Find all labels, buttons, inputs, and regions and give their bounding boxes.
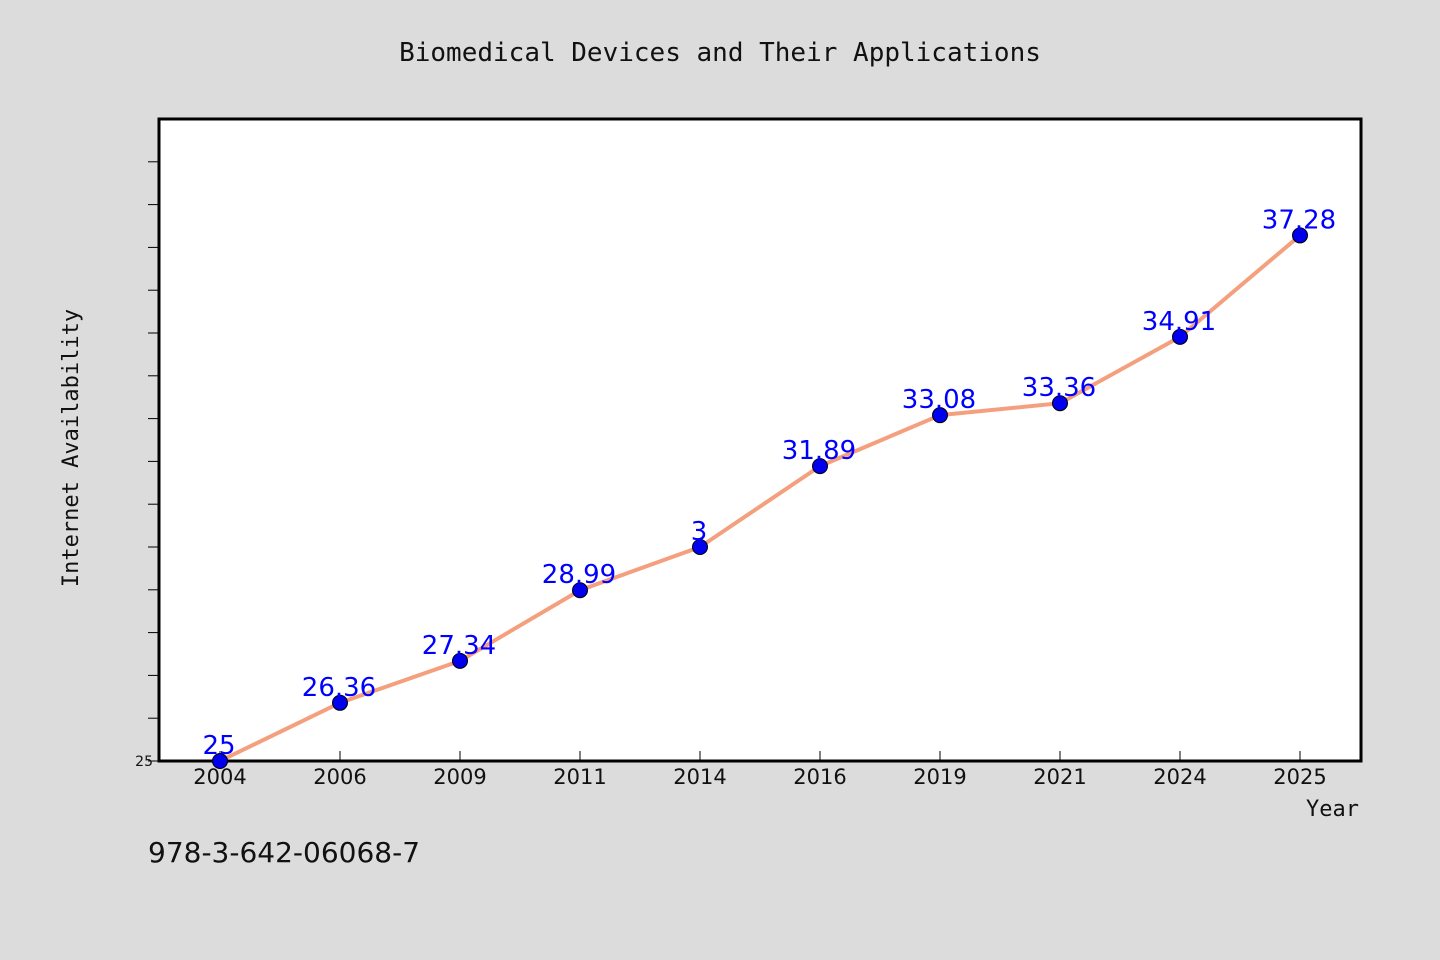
x-tick-label: 2014	[673, 765, 726, 789]
x-tick-label: 2019	[913, 765, 966, 789]
data-point	[1172, 328, 1188, 345]
y-tick-label: 25	[135, 754, 153, 770]
data-label: 3	[691, 517, 708, 547]
x-tick-label: 2021	[1033, 765, 1086, 789]
x-tick-label: 2024	[1153, 765, 1206, 789]
x-tick-label: 2009	[433, 765, 486, 789]
data-label: 26.36	[302, 673, 376, 703]
data-point	[212, 753, 228, 769]
data-point	[332, 694, 348, 711]
x-tick-label: 2011	[553, 765, 606, 789]
data-point	[812, 458, 828, 475]
footer-code: 978-3-642-06068-7	[148, 836, 420, 869]
data-label: 37.28	[1262, 205, 1336, 235]
plot-area	[157, 117, 1363, 763]
x-tick-label: 2025	[1273, 765, 1326, 789]
series-line	[219, 233, 1302, 763]
x-tick-label: 2016	[793, 765, 846, 789]
data-label: 33.36	[1022, 373, 1096, 403]
data-label: 25	[202, 731, 235, 761]
y-axis-ticks: 25	[135, 161, 159, 770]
data-label: 33.08	[902, 385, 976, 415]
data-point	[572, 582, 588, 599]
y-axis-label: Internet Availability	[59, 309, 84, 587]
data-label: 28.99	[542, 560, 616, 590]
data-label: 34.91	[1142, 307, 1216, 337]
data-label: 27.34	[422, 631, 496, 661]
data-point	[1052, 395, 1068, 412]
x-tick-label: 2006	[313, 765, 366, 789]
data-point	[692, 539, 708, 555]
data-point	[1292, 227, 1308, 244]
data-point	[932, 407, 948, 424]
data-markers	[212, 227, 1308, 769]
chart-title: Biomedical Devices and Their Application…	[399, 38, 1041, 68]
data-labels: 25 26.36 27.34 28.99 3 31.89 33.08 33.36 34.91 37…	[202, 205, 1336, 761]
x-axis-label: Year	[1306, 797, 1359, 822]
x-axis-ticks: 2004 2006 2009 2011 2014 2016 2019 2021 2024 2025	[193, 751, 1327, 789]
data-label: 31.89	[782, 436, 856, 466]
data-point	[452, 652, 468, 669]
